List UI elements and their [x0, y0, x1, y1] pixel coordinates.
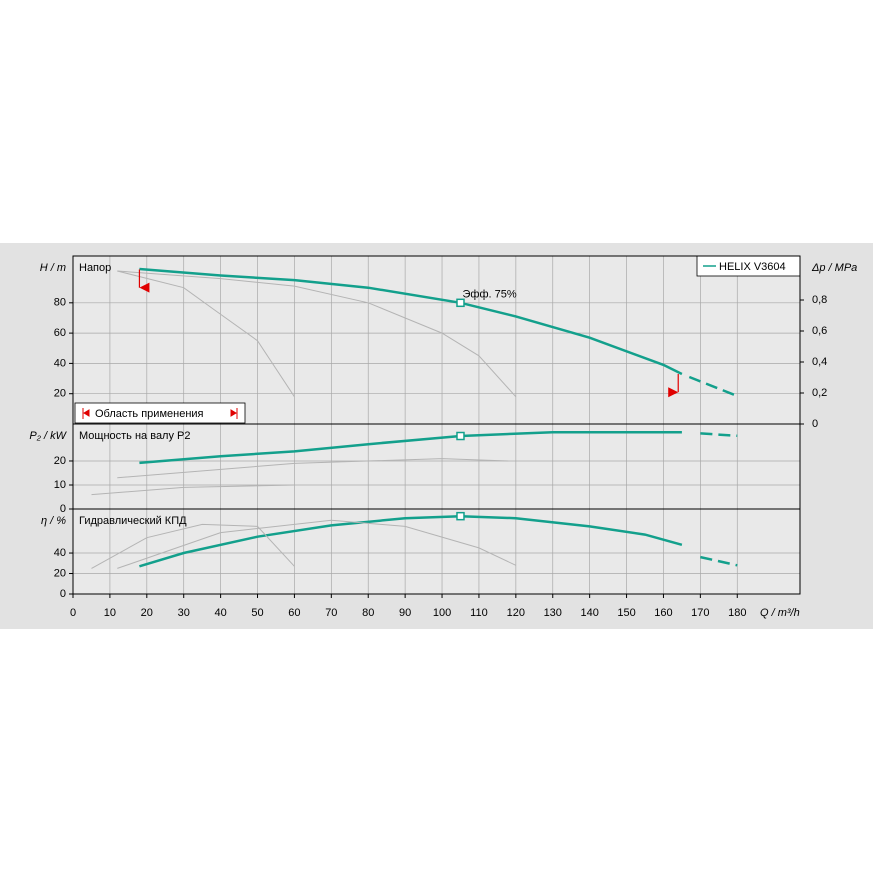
x-tick-label: 80 — [362, 607, 374, 619]
data-line — [117, 519, 517, 569]
data-line — [688, 375, 738, 398]
range-arrow — [230, 408, 238, 419]
y-tick-label: 0 — [60, 503, 66, 515]
y-axis-label: H / m — [40, 262, 66, 274]
y-tick-label: 40 — [54, 547, 66, 559]
application-range-label: Область применения — [95, 408, 204, 420]
application-range-box — [74, 402, 246, 424]
y2-tick-label: 0 — [812, 418, 818, 430]
x-tick-label: 180 — [728, 607, 746, 619]
y2-tick-label: 0,4 — [812, 356, 827, 368]
data-line — [700, 432, 738, 438]
operating-point — [456, 298, 465, 308]
y-tick-label: 20 — [54, 567, 66, 579]
y-tick-label: 20 — [54, 455, 66, 467]
panel-title: Напор — [79, 262, 111, 274]
x-tick-label: 100 — [433, 607, 451, 619]
data-line — [139, 514, 683, 568]
data-line — [117, 458, 509, 479]
y-tick-label: 60 — [54, 327, 66, 339]
x-tick-label: 160 — [654, 607, 672, 619]
x-tick-label: 130 — [544, 607, 562, 619]
y2-tick-label: 0,6 — [812, 325, 827, 337]
panel-title: Мощность на валу P2 — [79, 430, 191, 442]
x-tick-label: 60 — [288, 607, 300, 619]
y-axis-label: η / % — [41, 515, 66, 527]
range-marker-head — [668, 387, 679, 398]
data-line — [91, 484, 295, 496]
data-line — [139, 430, 682, 465]
y2-axis-label: Δp / MPa — [811, 262, 857, 274]
y-axis-label: P₂ / kW — [29, 430, 67, 442]
x-tick-label: 50 — [251, 607, 263, 619]
x-tick-label: 70 — [325, 607, 337, 619]
plot-area — [73, 256, 800, 594]
operating-point-label: Эфф. 75% — [462, 289, 516, 301]
y-tick-label: 80 — [54, 297, 66, 309]
x-tick-label: 170 — [691, 607, 709, 619]
x-axis-label: Q / m³/h — [760, 607, 800, 619]
x-tick-label: 140 — [580, 607, 598, 619]
data-line — [117, 270, 517, 398]
x-tick-label: 30 — [178, 607, 190, 619]
operating-point — [456, 511, 465, 521]
x-tick-label: 120 — [507, 607, 525, 619]
panel-title: Гидравлический КПД — [79, 515, 187, 527]
legend-label: HELIX V3604 — [719, 261, 786, 273]
x-tick-label: 0 — [70, 607, 76, 619]
y2-tick-label: 0,8 — [812, 294, 827, 306]
data-line — [91, 523, 295, 569]
panel-frame — [72, 508, 801, 595]
operating-point — [456, 431, 465, 441]
y-tick-label: 10 — [54, 479, 66, 491]
x-tick-label: 10 — [104, 607, 116, 619]
y2-tick-label: 0,2 — [812, 387, 827, 399]
x-tick-label: 40 — [214, 607, 226, 619]
y-tick-label: 0 — [60, 588, 66, 600]
x-tick-label: 150 — [617, 607, 635, 619]
x-tick-label: 20 — [141, 607, 153, 619]
data-line — [700, 555, 738, 567]
data-line — [117, 270, 295, 397]
x-tick-label: 90 — [399, 607, 411, 619]
y-tick-label: 20 — [54, 388, 66, 400]
range-marker-head — [139, 282, 150, 293]
x-tick-label: 110 — [470, 607, 488, 619]
y-tick-label: 40 — [54, 357, 66, 369]
range-arrow — [82, 408, 90, 419]
